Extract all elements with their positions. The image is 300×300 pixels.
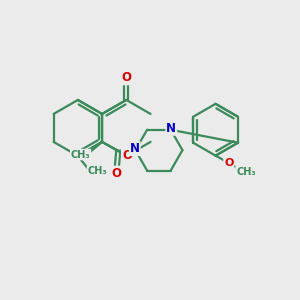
Text: N: N — [166, 122, 176, 135]
Text: N: N — [130, 142, 140, 155]
Text: CH₃: CH₃ — [88, 167, 107, 176]
Text: CH₃: CH₃ — [71, 150, 90, 160]
Text: O: O — [121, 71, 131, 84]
Text: CH₃: CH₃ — [236, 167, 256, 177]
Text: O: O — [122, 149, 132, 162]
Text: O: O — [224, 158, 233, 168]
Text: O: O — [112, 167, 122, 180]
